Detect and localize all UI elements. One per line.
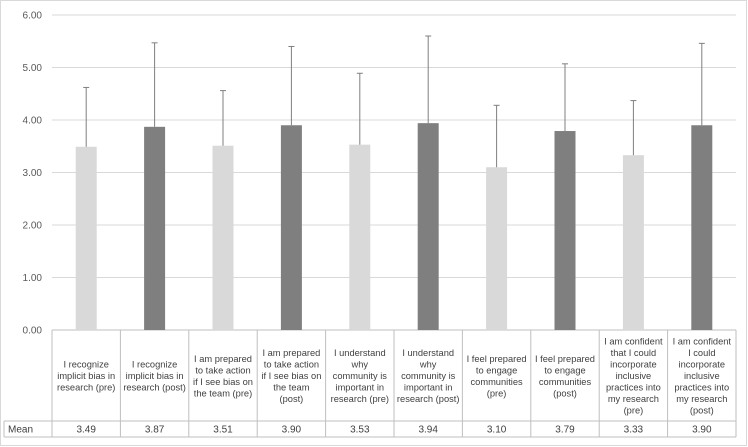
mean-value: 3.90 [282,425,302,436]
bars [75,123,713,331]
bar [212,145,234,330]
table-row-label: Mean [8,425,33,436]
grid-lines [52,14,736,331]
y-tick-label: 0.00 [23,326,43,337]
bar [349,144,371,330]
mean-value: 3.53 [350,425,370,436]
mean-value: 3.33 [624,425,644,436]
error-bars [83,35,705,168]
category-label: I feel prepared to engage communities (pre) [467,354,527,399]
category-label: I feel prepared to engage communities (post… [535,354,595,399]
bar [417,123,439,331]
mean-value: 3.90 [692,425,712,436]
mean-value: 3.79 [555,425,575,436]
y-tick-label: 4.00 [23,116,43,127]
bar [144,126,166,330]
bar [280,125,302,330]
mean-value: 3.94 [418,425,438,436]
y-tick-label: 2.00 [23,221,43,232]
mean-value: 3.87 [145,425,165,436]
mean-value: 3.51 [213,425,233,436]
bar [554,131,576,330]
bar [622,155,644,330]
category-label: I am prepared to take action if I see bias… [261,348,321,404]
data-table: I recognize implicit bias in research (pre… [3,330,737,438]
y-tick-label: 1.00 [23,273,43,284]
category-label: I recognize implicit bias in research (pos… [123,360,186,393]
mean-value: 3.10 [487,425,507,436]
category-label: I am confident I could incorporate inclusiv… [673,337,732,416]
y-tick-label: 3.00 [23,168,43,179]
category-label: I understand why community is important in r… [397,348,460,404]
y-tick-label: 6.00 [23,11,43,22]
bar [691,125,713,330]
bar [75,146,97,330]
y-tick-label: 5.00 [23,63,43,74]
mean-value: 3.49 [76,425,96,436]
y-axis-tick-labels: 0.00 1.00 2.00 3.00 4.00 5.00 6.00 [23,11,43,337]
category-label: I am confident that I could incorporate inc… [604,337,663,416]
category-label: I understand why community is important in r… [331,348,389,404]
category-label: I am prepared to take action if I see bias… [193,354,253,399]
bar [486,167,508,330]
category-label: I recognize implicit bias in research (pre… [57,360,115,393]
